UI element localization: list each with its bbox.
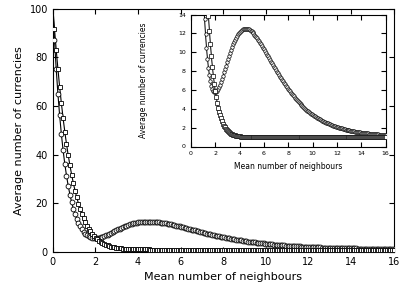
X-axis label: Mean number of neighbours: Mean number of neighbours — [234, 162, 341, 171]
Y-axis label: Average number of currencies: Average number of currencies — [139, 23, 147, 138]
Y-axis label: Average number of currencies: Average number of currencies — [14, 46, 24, 215]
X-axis label: Mean number of neighbours: Mean number of neighbours — [144, 272, 302, 282]
